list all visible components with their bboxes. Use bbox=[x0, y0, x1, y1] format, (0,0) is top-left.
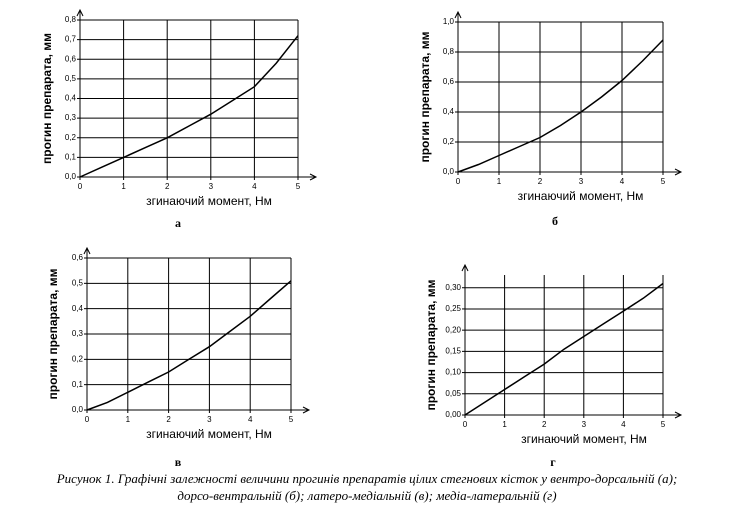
x-tick-label: 5 bbox=[296, 182, 301, 191]
y-tick-label: 0,15 bbox=[445, 346, 461, 355]
data-line bbox=[86, 280, 292, 411]
y-tick-label: 0,4 bbox=[443, 107, 455, 116]
y-tick-label: 0,4 bbox=[72, 304, 84, 313]
x-tick-label: 2 bbox=[542, 420, 547, 429]
arrow bbox=[76, 8, 84, 17]
x-tick-label: 0 bbox=[456, 177, 461, 186]
panel-label: а bbox=[175, 216, 181, 230]
y-tick-label: 0,6 bbox=[72, 253, 84, 262]
x-tick-label: 2 bbox=[538, 177, 543, 186]
x-tick-label: 4 bbox=[621, 420, 626, 429]
x-tick-label: 3 bbox=[579, 177, 584, 186]
x-tick-label: 5 bbox=[661, 177, 666, 186]
x-tick-label: 0 bbox=[78, 182, 83, 191]
arrow bbox=[674, 411, 683, 419]
y-tick-label: 0,0 bbox=[65, 172, 77, 181]
x-tick-label: 0 bbox=[463, 420, 468, 429]
data-line bbox=[79, 35, 299, 178]
x-tick-label: 0 bbox=[85, 415, 90, 424]
y-tick-label: 0,2 bbox=[443, 137, 455, 146]
y-tick-label: 0,8 bbox=[443, 47, 455, 56]
y-axis-label: прогин препарата, мм bbox=[424, 279, 438, 410]
y-tick-label: 0,5 bbox=[65, 74, 77, 83]
x-tick-label: 5 bbox=[661, 420, 666, 429]
panel-label: в bbox=[175, 455, 182, 469]
y-tick-label: 0,6 bbox=[65, 54, 77, 63]
y-tick-label: 0,0 bbox=[72, 405, 84, 414]
data-line bbox=[457, 39, 664, 173]
x-tick-label: 4 bbox=[248, 415, 253, 424]
y-tick-label: 0,1 bbox=[72, 380, 84, 389]
y-tick-label: 0,7 bbox=[65, 35, 77, 44]
x-tick-label: 2 bbox=[166, 415, 171, 424]
x-axis-label: згинаючий момент, Нм bbox=[521, 432, 647, 446]
y-tick-label: 0,2 bbox=[72, 354, 84, 363]
x-tick-label: 1 bbox=[121, 182, 126, 191]
y-tick-label: 0,5 bbox=[72, 278, 84, 287]
x-tick-label: 4 bbox=[620, 177, 625, 186]
y-tick-label: 0,25 bbox=[445, 304, 461, 313]
y-tick-label: 0,3 bbox=[72, 329, 84, 338]
y-tick-label: 0,1 bbox=[65, 152, 77, 161]
data-line bbox=[464, 282, 664, 416]
arrow bbox=[454, 10, 462, 19]
y-tick-label: 0,30 bbox=[445, 283, 461, 292]
x-axis-label: згинаючий момент, Нм bbox=[146, 194, 272, 208]
panel-label: г bbox=[550, 455, 556, 469]
x-axis-label: згинаючий момент, Нм bbox=[518, 189, 644, 203]
x-tick-label: 3 bbox=[582, 420, 587, 429]
x-tick-label: 3 bbox=[207, 415, 212, 424]
x-tick-label: 5 bbox=[289, 415, 294, 424]
y-tick-label: 0,6 bbox=[443, 77, 455, 86]
arrow bbox=[83, 246, 91, 255]
y-tick-label: 0,3 bbox=[65, 113, 77, 122]
y-axis-label: прогин препарата, мм bbox=[46, 268, 60, 399]
y-tick-label: 0,2 bbox=[65, 133, 77, 142]
y-axis-label: прогин препарата, мм bbox=[40, 33, 54, 164]
y-tick-label: 0,00 bbox=[445, 410, 461, 419]
arrow bbox=[309, 173, 318, 181]
y-tick-label: 0,8 bbox=[65, 15, 77, 24]
x-tick-label: 1 bbox=[126, 415, 131, 424]
x-axis-label: згинаючий момент, Нм bbox=[146, 427, 272, 441]
x-tick-label: 1 bbox=[497, 177, 502, 186]
x-tick-label: 2 bbox=[165, 182, 170, 191]
y-tick-label: 1,0 bbox=[443, 17, 455, 26]
arrow bbox=[302, 406, 311, 414]
y-tick-label: 0,0 bbox=[443, 167, 455, 176]
x-tick-label: 3 bbox=[209, 182, 214, 191]
y-tick-label: 0,4 bbox=[65, 94, 77, 103]
caption-line: дорсо-вентральній (б); латеро-медіальній… bbox=[177, 488, 556, 503]
panel-label: б bbox=[552, 214, 558, 228]
y-tick-label: 0,10 bbox=[445, 368, 461, 377]
caption-line: Рисунок 1. Графічні залежності величини … bbox=[56, 471, 678, 486]
y-tick-label: 0,05 bbox=[445, 389, 461, 398]
y-tick-label: 0,20 bbox=[445, 325, 461, 334]
x-tick-label: 1 bbox=[502, 420, 507, 429]
x-tick-label: 4 bbox=[252, 182, 257, 191]
y-axis-label: прогин препарата, мм bbox=[418, 31, 432, 162]
arrow bbox=[674, 168, 683, 176]
arrow bbox=[461, 263, 469, 272]
